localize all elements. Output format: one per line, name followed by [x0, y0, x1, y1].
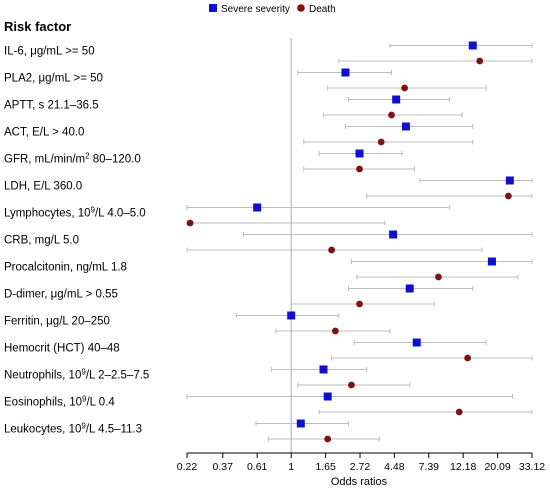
risk-factor-labels: IL-6, μg/mL >= 50 PLA2, μg/mL >= 50 APTT, … — [4, 46, 149, 436]
severe-point — [505, 176, 514, 185]
death-point — [435, 273, 442, 281]
risk-factor-label: Ferritin, μg/L 20–250 — [4, 316, 110, 328]
x-axis: 0.22 0.37 0.61 1 1.65 2.72 4.48 7.39 12.18 20.09 3… — [177, 452, 545, 473]
death-point — [464, 354, 472, 362]
death-point — [476, 57, 484, 65]
death-point — [186, 219, 194, 227]
x-tick-label: 12.18 — [450, 461, 476, 473]
risk-factor-label: APTT, s 21.1–36.5 — [4, 100, 99, 112]
severe-point — [487, 257, 496, 266]
death-point — [377, 138, 385, 146]
risk-factor-label: GFR, mL/min/m2 80–120.0 — [4, 152, 141, 166]
death-point — [455, 408, 463, 416]
x-tick-label: 4.48 — [384, 461, 405, 473]
legend-death-label: Death — [309, 4, 336, 15]
severe-point — [401, 122, 410, 131]
severe-point — [341, 68, 350, 77]
risk-factor-label: Hemocrit (HCT) 40–48 — [4, 343, 120, 355]
severe-point — [323, 392, 332, 401]
risk-factor-label: Eosinophils, 109/L 0.4 — [4, 395, 115, 409]
x-tick-label: 33.12 — [519, 461, 545, 473]
severe-point — [319, 365, 328, 374]
risk-factor-label: LDH, E/L 360.0 — [4, 181, 82, 193]
risk-factor-label: Leukocytes, 109/L 4.5–11.3 — [4, 422, 142, 436]
death-point — [348, 381, 355, 389]
x-tick-label: 0.22 — [177, 461, 198, 473]
death-point — [356, 165, 363, 173]
severe-point — [392, 95, 401, 104]
x-tick-label: 1.65 — [315, 461, 336, 473]
severe-point — [412, 338, 421, 347]
plot-area — [186, 38, 533, 453]
legend-severe-label: Severe severity — [221, 4, 290, 15]
risk-factor-label: CRB, mg/L 5.0 — [4, 235, 79, 247]
severe-point — [405, 284, 414, 293]
death-point — [388, 111, 395, 119]
death-point — [401, 84, 409, 92]
legend: Severe severity Death — [209, 4, 336, 15]
x-tick-label: 0.37 — [213, 461, 234, 473]
severe-point — [355, 149, 364, 158]
x-tick-label: 7.39 — [419, 461, 440, 473]
risk-factor-label: D-dimer, μg/mL > 0.55 — [4, 289, 118, 301]
x-tick-label: 2.72 — [350, 461, 371, 473]
severe-point — [389, 230, 398, 239]
risk-factor-heading: Risk factor — [4, 19, 71, 34]
risk-factor-label: Lymphocytes, 109/L 4.0–5.0 — [4, 206, 146, 220]
severe-point — [253, 203, 262, 212]
x-tick-label: 1 — [288, 461, 294, 473]
death-point — [328, 246, 336, 254]
risk-factor-label: Neutrophils, 109/L 2–2.5–7.5 — [4, 368, 149, 382]
death-point — [331, 327, 339, 335]
risk-factor-label: ACT, E/L > 40.0 — [4, 127, 84, 139]
x-axis-label: Odds ratios — [331, 476, 388, 488]
severe-point — [296, 419, 305, 428]
death-point — [504, 192, 512, 200]
death-point — [356, 300, 363, 308]
legend-severe-marker — [209, 4, 217, 12]
x-tick-label: 20.09 — [484, 461, 510, 473]
legend-death-marker — [297, 4, 305, 12]
x-tick-label: 0.61 — [247, 461, 268, 473]
risk-factor-label: Procalcitonin, ng/mL 1.8 — [4, 262, 127, 274]
severe-point — [468, 41, 477, 50]
risk-factor-label: IL-6, μg/mL >= 50 — [4, 46, 95, 58]
risk-factor-label: PLA2, μg/mL >= 50 — [4, 73, 103, 85]
death-point — [324, 435, 332, 443]
severe-point — [287, 311, 296, 320]
